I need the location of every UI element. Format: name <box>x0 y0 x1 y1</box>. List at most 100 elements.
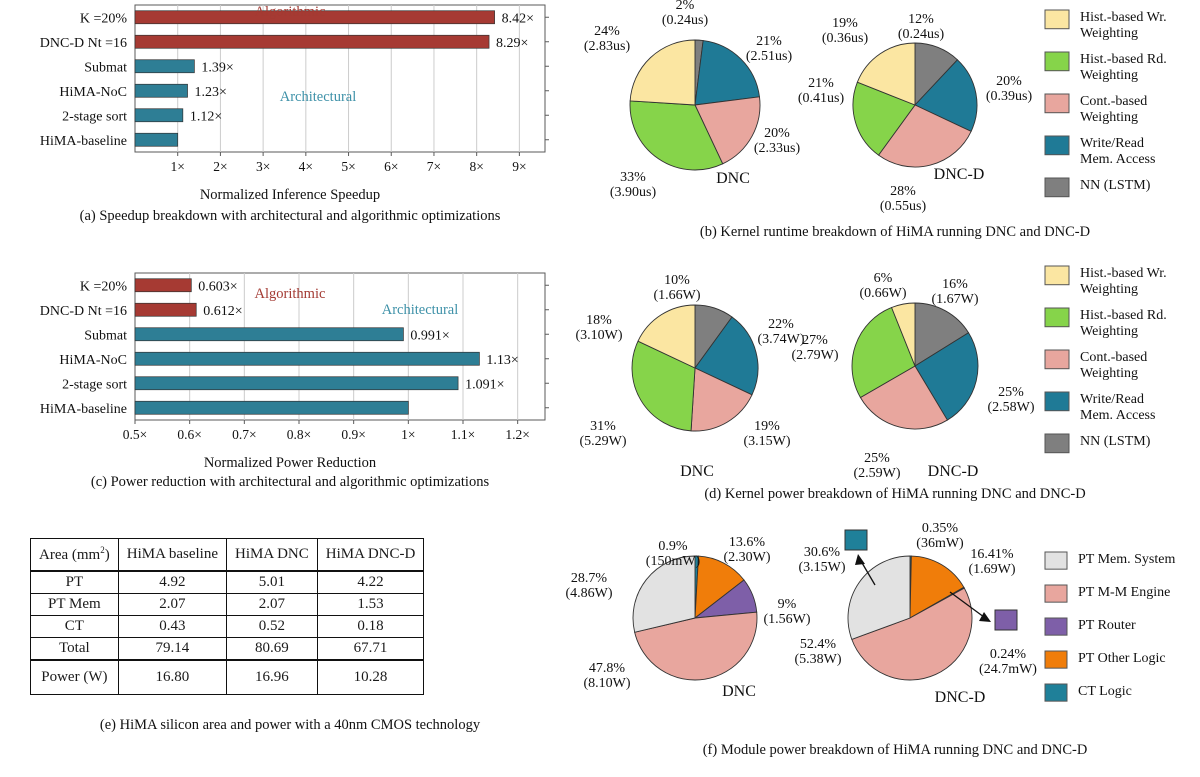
pie-slice-label: 30.6% (3.15W) <box>798 545 845 575</box>
table-cell: 1.53 <box>316 593 425 616</box>
x-tick-label: 6× <box>384 159 398 174</box>
bar-category-label: DNC-D Nt =16 <box>40 36 127 51</box>
pie-slice-label: 31% (5.29W) <box>579 419 626 449</box>
pie-slice-label: 19% (3.15W) <box>743 419 790 449</box>
pie-slice-label: 52.4% (5.38W) <box>794 637 841 667</box>
x-tick-label: 2× <box>213 159 227 174</box>
pie-slice <box>852 81 916 156</box>
pie-title: DNC <box>680 463 714 480</box>
x-tick-label: 9× <box>512 159 526 174</box>
table-footer-row: Power (W) 16.80 16.96 10.28 <box>30 659 425 695</box>
bar-value-label: 1.23× <box>195 85 227 100</box>
table-row-label: PT <box>30 570 119 594</box>
pie-slice-label: 0.9% (150mW) <box>646 539 701 569</box>
callout-arrowhead-ct-logic <box>855 554 865 565</box>
pie-slice-label: 47.8% (8.10W) <box>583 661 630 691</box>
panel-c: 0.603× 0.612× 0.991× 1.13× 1.091× K =20% DNC-… <box>0 268 580 498</box>
pie-slice-label: 2% (0.24us) <box>662 0 709 28</box>
panel-d-caption: (d) Kernel power breakdown of HiMA runni… <box>704 486 1086 502</box>
pie-slice-label: 21% (0.41us) <box>798 76 845 106</box>
panel-a-x-axis-label: Normalized Inference Speedup <box>200 187 380 203</box>
pie-slice-label: 25% (2.59W) <box>853 451 900 481</box>
panel-c-chart: 0.603× 0.612× 0.991× 1.13× 1.091× K =20% DNC-… <box>40 272 549 471</box>
bar <box>134 59 195 74</box>
table-row: PT 4.92 5.01 4.22 <box>30 570 425 594</box>
bar <box>134 34 490 49</box>
legend-swatch <box>1044 135 1070 156</box>
header-unit-close: ) <box>104 547 110 563</box>
pie-slice-label: 24% (2.83us) <box>584 24 631 54</box>
pie-slice <box>890 302 916 367</box>
table-cell: 2.07 <box>117 593 227 616</box>
bar-category-label: Submat <box>84 328 127 343</box>
panel-f-caption: (f) Module power breakdown of HiMA runni… <box>702 742 1088 758</box>
x-tick-label: 1.1× <box>451 427 476 442</box>
x-tick-label: 0.7× <box>232 427 257 442</box>
legend-label: NN (LSTM) <box>1080 178 1151 193</box>
pie-slice-label: 10% (1.66W) <box>653 273 700 303</box>
panel-b: 2% (0.24us) 21% (2.51us) 20% (2.33us) 33% (3.90… <box>584 0 1200 250</box>
panel-c-annotation-algorithmic: Algorithmic <box>255 286 326 302</box>
table-footer-cell: 16.80 <box>117 659 227 695</box>
table-header-col2: HiMA DNC <box>225 538 318 572</box>
table-cell: 80.69 <box>225 637 318 661</box>
legend-swatch <box>1044 391 1070 412</box>
x-tick-label: 3× <box>256 159 270 174</box>
panel-a-chart: 8.42× 8.29× 1.39× 1.23× 1.12× K =20% DNC-D Nt… <box>40 4 549 203</box>
legend-swatch <box>1044 51 1070 72</box>
x-tick-label: 7× <box>427 159 441 174</box>
panel-d: 10% (1.66W) 22% (3.74W) 19% (3.15W) 31% (5.29W)… <box>575 258 1200 508</box>
legend-label: CT Logic <box>1078 684 1132 699</box>
legend-swatch <box>1044 433 1070 454</box>
x-tick-label: 0.5× <box>123 427 148 442</box>
legend-label: Cont.-based Weighting <box>1080 94 1147 125</box>
bar-category-label: HiMA-NoC <box>59 85 127 100</box>
x-tick-label: 1.2× <box>505 427 530 442</box>
panel-b-charts: 2% (0.24us) 21% (2.51us) 20% (2.33us) 33% (3.90… <box>584 0 1167 214</box>
legend-swatch <box>1044 617 1068 636</box>
pie-slice-label: 6% (0.66W) <box>859 271 906 301</box>
legend-swatch <box>1044 584 1068 603</box>
pie-slice <box>914 59 978 132</box>
bar <box>134 10 495 25</box>
pie-title: DNC-D <box>928 463 979 480</box>
pie-slice <box>847 555 911 640</box>
table-header-row: Area (mm2) HiMA baseline HiMA DNC HiMA D… <box>30 538 425 572</box>
x-tick-label: 0.9× <box>341 427 366 442</box>
bar <box>134 278 192 293</box>
pie-slice <box>637 304 696 369</box>
pie-slice <box>851 587 973 681</box>
pie-slice <box>629 100 724 171</box>
legend-label: Cont.-based Weighting <box>1080 350 1147 381</box>
callout-swatch-ct-logic <box>844 529 868 551</box>
legend-label: PT M-M Engine <box>1078 585 1170 600</box>
bar-category-label: 2-stage sort <box>62 377 127 392</box>
legend-label: NN (LSTM) <box>1080 434 1151 449</box>
plot-frame <box>134 4 546 153</box>
pie-slice <box>632 555 696 633</box>
legend-label: Hist.-based Rd. Weighting <box>1080 308 1167 339</box>
bar-value-label: 1.39× <box>201 60 233 75</box>
table-cell: 4.22 <box>316 570 425 594</box>
table-cell: 0.43 <box>117 615 227 638</box>
table-row: CT 0.43 0.52 0.18 <box>30 615 425 638</box>
bar <box>134 376 459 391</box>
table-header-col3: HiMA DNC-D <box>316 538 425 572</box>
bar-value-label: 1.13× <box>486 353 518 368</box>
x-tick-label: 0.6× <box>177 427 202 442</box>
legend-swatch <box>1044 265 1070 286</box>
legend-label: Hist.-based Wr. Weighting <box>1080 10 1167 41</box>
legend-label: PT Mem. System <box>1078 552 1175 567</box>
pie-slice-label: 20% (2.33us) <box>754 126 801 156</box>
pie-slice <box>631 340 696 432</box>
pie-slice <box>694 96 761 165</box>
pie-slice-label: 0.35% (36mW) <box>916 521 964 551</box>
x-tick-label: 1× <box>171 159 185 174</box>
legend-swatch <box>1044 93 1070 114</box>
table-row: Total 79.14 80.69 67.71 <box>30 637 425 661</box>
bar-category-label: HiMA-baseline <box>40 134 127 149</box>
panel-a-annotation-algorithmic: Algorithmic <box>255 4 326 20</box>
table-header-area: Area (mm2) <box>30 538 119 572</box>
table-cell: 67.71 <box>316 637 425 661</box>
